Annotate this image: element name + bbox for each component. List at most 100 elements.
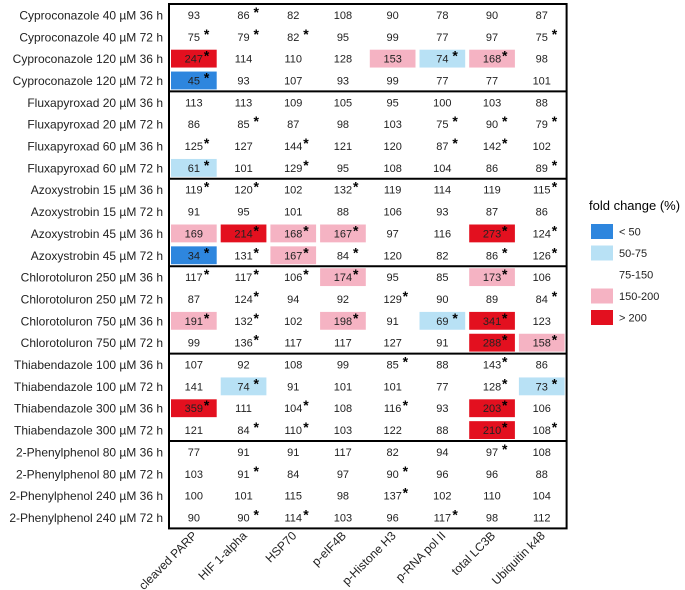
significance-star: * [502, 375, 508, 391]
cell-value: 117 [284, 338, 302, 350]
cell-value: 113 [235, 97, 253, 109]
cell-value: 99 [387, 75, 399, 87]
significance-star: * [502, 266, 508, 282]
cell-value: 102 [433, 491, 451, 503]
heatmap-cell [469, 311, 515, 330]
cell-value: 131 [234, 250, 252, 262]
cell-value: 86 [188, 119, 200, 131]
cell-value: 45 [188, 75, 200, 87]
cell-value: 90 [387, 469, 399, 481]
significance-star: * [204, 179, 210, 195]
cell-value: 34 [188, 250, 200, 262]
row-labels: Cyproconazole 40 µM 36 h Cyproconazole 40… [9, 8, 163, 525]
cell-value: 86 [536, 207, 548, 219]
cell-value: 95 [337, 163, 349, 175]
column-label: cleaved PARP [136, 529, 200, 590]
cell-value: 168 [483, 54, 501, 66]
cell-value: 119 [185, 185, 203, 197]
significance-star: * [403, 463, 409, 479]
cell-value: 77 [436, 381, 448, 393]
significance-star: * [254, 179, 260, 195]
heatmap-cell [171, 158, 217, 177]
cell-value: 95 [237, 207, 249, 219]
cell-value: 95 [387, 272, 399, 284]
cell-value: 341 [483, 316, 501, 328]
row-label: Azoxystrobin 45 µM 72 h [31, 249, 163, 263]
significance-star: * [254, 506, 260, 522]
cell-value: 169 [185, 228, 203, 240]
cell-value: 77 [436, 75, 448, 87]
cell-value: 153 [383, 54, 401, 66]
cell-value: 129 [284, 163, 302, 175]
cell-value: 100 [185, 491, 203, 503]
row-label: 2-Phenylphenol 80 µM 72 h [16, 467, 163, 481]
significance-star: * [502, 419, 508, 435]
heatmap-cell [518, 333, 565, 352]
cell-value: 102 [284, 185, 302, 197]
cell-value: 167 [284, 250, 302, 262]
cell-value: 97 [486, 447, 498, 459]
significance-star: * [452, 310, 458, 326]
cell-value: 167 [334, 228, 352, 240]
row-label: Chlorotoluron 750 µM 72 h [21, 336, 163, 350]
significance-star: * [552, 332, 558, 348]
significance-star: * [502, 222, 508, 238]
significance-star: * [254, 463, 260, 479]
cell-value: 141 [185, 381, 203, 393]
cell-value: 96 [387, 512, 399, 524]
row-label: Fluxapyroxad 20 µM 36 h [27, 96, 163, 110]
legend-label: < 50 [619, 227, 641, 239]
cell-value: 88 [436, 425, 448, 437]
cell-value: 119 [384, 185, 402, 197]
heatmap-cell [320, 268, 366, 287]
significance-star: * [204, 69, 210, 85]
significance-star: * [303, 244, 309, 260]
cell-value: 191 [185, 316, 203, 328]
legend-swatch [591, 267, 613, 282]
cell-value: 102 [533, 141, 551, 153]
significance-star: * [452, 506, 458, 522]
cell-value: 79 [536, 119, 548, 131]
cell-value: 113 [185, 97, 203, 109]
cell-value: 114 [284, 512, 302, 524]
cell-value: 203 [483, 403, 501, 415]
significance-star: * [502, 244, 508, 260]
cell-value: 94 [287, 294, 299, 306]
cell-value: 82 [387, 447, 399, 459]
significance-star: * [303, 222, 309, 238]
cell-value: 91 [436, 338, 448, 350]
cell-value: 109 [284, 97, 302, 109]
cell-value: 99 [387, 32, 399, 44]
row-label: Cyproconazole 120 µM 72 h [13, 74, 163, 88]
cell-value: 98 [337, 491, 349, 503]
cell-value: 198 [334, 316, 352, 328]
cell-value: 84 [287, 469, 299, 481]
significance-star: * [403, 485, 409, 501]
cell-value: 117 [334, 447, 352, 459]
cell-value: 89 [486, 294, 498, 306]
cell-value: 115 [284, 491, 302, 503]
cell-value: 214 [234, 228, 252, 240]
cell-value: 102 [284, 316, 302, 328]
row-label: Chlorotoluron 250 µM 72 h [21, 292, 163, 306]
significance-star: * [254, 310, 260, 326]
significance-star: * [403, 397, 409, 413]
significance-star: * [204, 310, 210, 326]
cell-value: 117 [235, 272, 253, 284]
cell-value: 90 [387, 10, 399, 22]
significance-star: * [452, 113, 458, 129]
cell-value: 114 [434, 185, 452, 197]
heatmap-cell [469, 224, 515, 243]
cell-value: 73 [536, 381, 548, 393]
significance-star: * [254, 288, 260, 304]
cell-value: 92 [337, 294, 349, 306]
legend-label: > 200 [619, 313, 647, 325]
cell-value: 77 [188, 447, 200, 459]
heatmap-cell [469, 49, 515, 68]
significance-star: * [254, 375, 260, 391]
cell-value: 91 [237, 447, 249, 459]
cell-value: 110 [284, 425, 302, 437]
significance-star: * [303, 135, 309, 151]
